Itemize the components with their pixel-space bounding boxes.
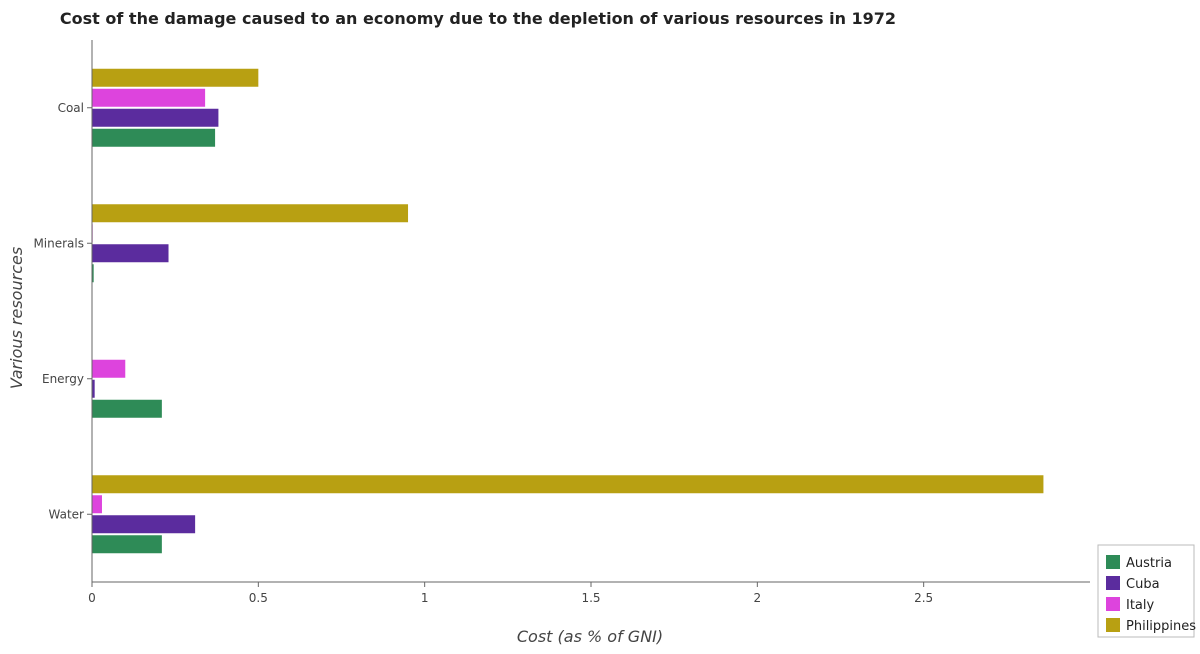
bar-coal-austria xyxy=(92,128,216,147)
bar-minerals-philippines xyxy=(92,204,409,223)
legend-swatch-cuba xyxy=(1106,576,1120,590)
bar-water-cuba xyxy=(92,515,196,534)
bar-coal-italy xyxy=(92,88,206,107)
chart-title: Cost of the damage caused to an economy … xyxy=(60,9,896,28)
y-tick-label-energy: Energy xyxy=(42,372,84,386)
legend-swatch-philippines xyxy=(1106,618,1120,632)
x-axis: 0 0.5 1 1.5 2 2.5 xyxy=(88,581,1090,605)
legend-swatch-austria xyxy=(1106,555,1120,569)
bar-energy-austria xyxy=(92,399,162,418)
bar-coal-philippines xyxy=(92,68,259,87)
legend: Austria Cuba Italy Philippines xyxy=(1097,544,1196,638)
x-tick-label: 2.5 xyxy=(914,591,933,605)
y-tick-label-minerals: Minerals xyxy=(33,236,84,250)
y-tick-label-coal: Coal xyxy=(58,101,84,115)
legend-label-cuba: Cuba xyxy=(1126,577,1160,592)
bar-coal-cuba xyxy=(92,108,219,127)
legend-label-italy: Italy xyxy=(1126,598,1155,613)
x-axis-title: Cost (as % of GNI) xyxy=(517,627,663,646)
bar-minerals-austria xyxy=(92,264,94,283)
bar-minerals-cuba xyxy=(92,244,169,263)
bar-energy-cuba xyxy=(92,379,95,398)
bar-water-italy xyxy=(92,495,102,514)
y-axis: Coal Minerals Energy Water xyxy=(33,40,93,582)
x-tick-label: 0 xyxy=(88,591,96,605)
x-tick-label: 1.5 xyxy=(581,591,600,605)
bar-water-austria xyxy=(92,535,162,554)
legend-label-philippines: Philippines xyxy=(1126,619,1196,634)
y-tick-label-water: Water xyxy=(49,507,85,521)
plot-area xyxy=(92,68,1044,554)
legend-label-austria: Austria xyxy=(1126,556,1172,571)
x-tick-label: 0.5 xyxy=(249,591,268,605)
y-axis-title: Various resources xyxy=(7,247,26,389)
legend-swatch-italy xyxy=(1106,597,1120,611)
bar-energy-italy xyxy=(92,359,126,378)
x-tick-label: 1 xyxy=(421,591,429,605)
x-tick-label: 2 xyxy=(754,591,762,605)
bar-water-philippines xyxy=(92,475,1044,494)
